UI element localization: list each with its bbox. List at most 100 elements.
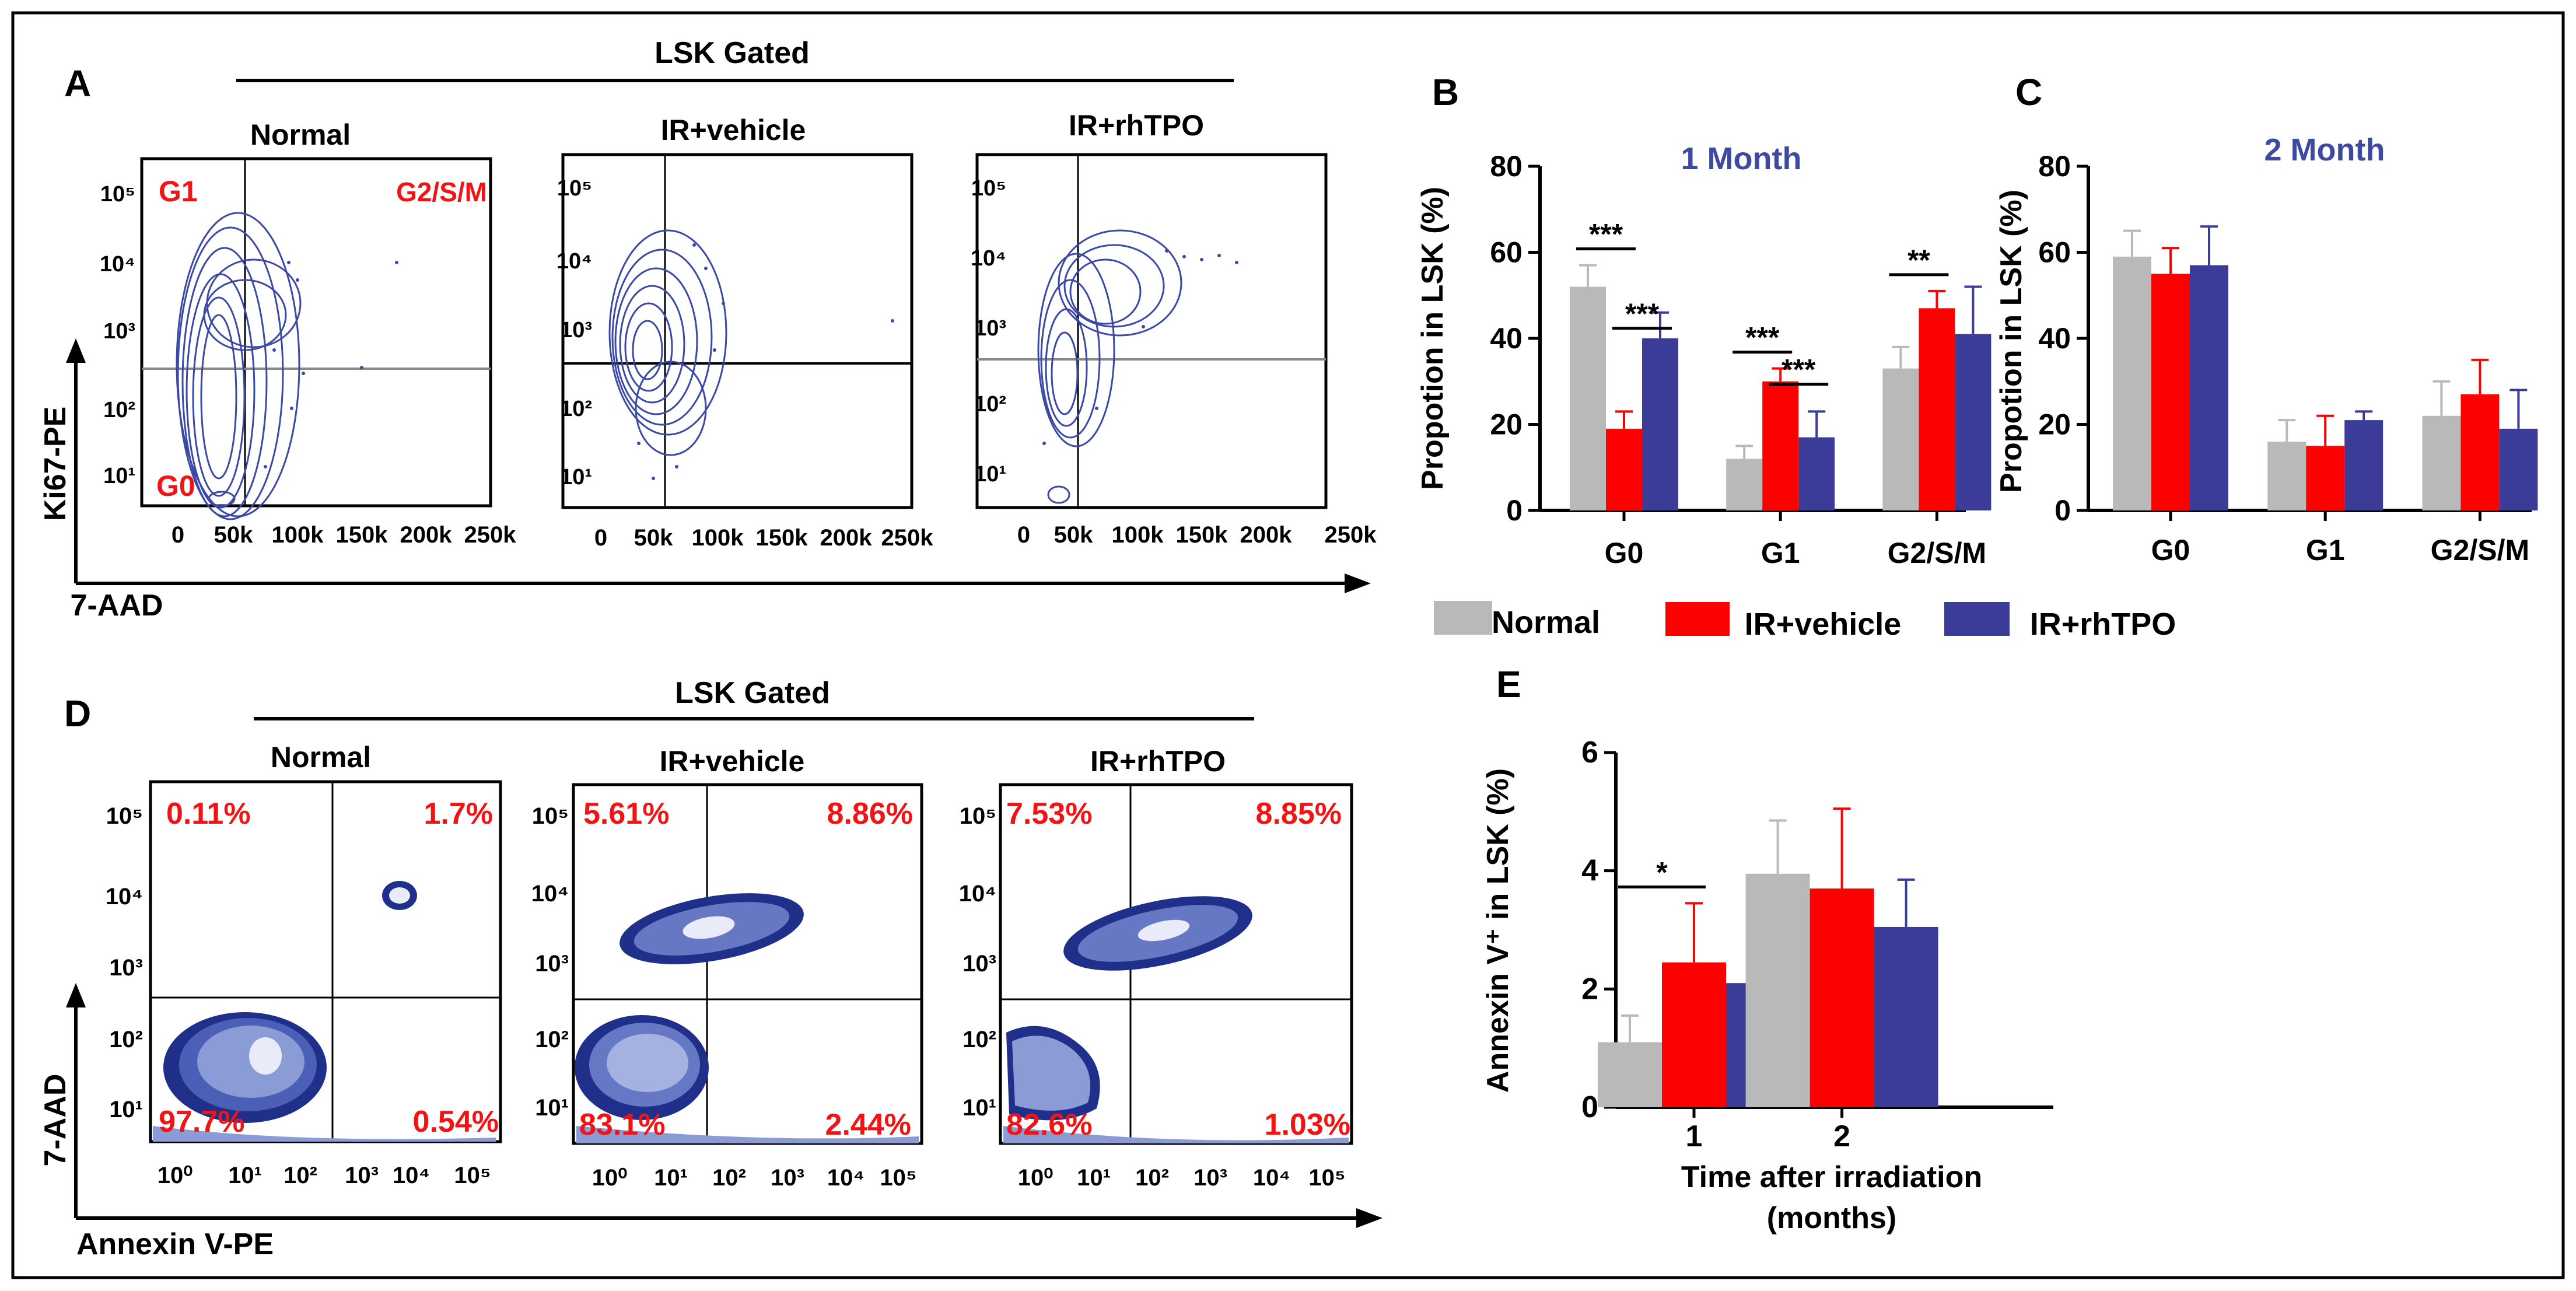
- bar-rhtpo: [2190, 265, 2228, 510]
- bar-normal: [2267, 442, 2306, 510]
- svg-text:10²: 10²: [284, 1163, 317, 1188]
- y-tick-label: 0: [1506, 494, 1522, 527]
- svg-text:10³: 10³: [109, 955, 143, 981]
- annexin-density-vehicle: [575, 893, 919, 1143]
- y-tick-labels: 10⁵ 10⁴ 10³ 10² 10¹: [100, 182, 135, 488]
- significance-label: ***: [1589, 218, 1623, 251]
- quadrant-percentages: 0.11% 1.7% 97.7% 0.54%: [159, 797, 499, 1139]
- panel-e-letter: E: [1496, 663, 1521, 705]
- x-category-label: G1: [1761, 537, 1800, 569]
- y-tick-label: 80: [2038, 150, 2071, 183]
- svg-text:10⁵: 10⁵: [106, 803, 143, 829]
- svg-text:250k: 250k: [1325, 522, 1377, 548]
- x-tick-labels: 0 50k 100k 150k 200k 250k: [594, 525, 933, 551]
- svg-text:10²: 10²: [109, 1027, 143, 1052]
- svg-text:100k: 100k: [1112, 522, 1164, 548]
- x-tick-labels: 10⁰ 10¹ 10² 10³ 10⁴ 10⁵: [1018, 1165, 1346, 1191]
- panel-a-gate-label: LSK Gated: [654, 36, 810, 70]
- svg-text:10⁴: 10⁴: [971, 246, 1006, 271]
- svg-text:5.61%: 5.61%: [583, 797, 669, 831]
- x-category-label: 1: [1686, 1119, 1703, 1153]
- svg-text:97.7%: 97.7%: [159, 1105, 244, 1139]
- svg-text:150k: 150k: [1176, 522, 1228, 548]
- y-tick-label: 40: [1490, 322, 1522, 355]
- y-tick-label: 20: [2038, 408, 2071, 441]
- svg-text:200k: 200k: [820, 525, 873, 551]
- y-tick-labels: 10⁵ 10⁴ 10³ 10² 10¹: [971, 176, 1006, 487]
- svg-text:10¹: 10¹: [654, 1165, 688, 1191]
- svg-text:10³: 10³: [771, 1165, 804, 1191]
- bar-normal: [1882, 368, 1919, 510]
- legend-swatch-rhtpo: [1944, 602, 2010, 636]
- x-category-label: G0: [1605, 537, 1644, 569]
- svg-text:10⁵: 10⁵: [880, 1165, 916, 1191]
- panel-d-x-arrowhead: [1356, 1208, 1382, 1228]
- y-tick-label: 60: [1490, 236, 1522, 269]
- svg-text:10²: 10²: [535, 1027, 569, 1052]
- svg-text:8.86%: 8.86%: [827, 797, 913, 831]
- y-tick-labels: 10⁵ 10⁴ 10³ 10² 10¹: [106, 803, 143, 1122]
- legend-swatch-normal: [1434, 601, 1492, 635]
- significance-label: ***: [1625, 298, 1660, 330]
- x-tick-labels: 0 50k 100k 150k 200k 250k: [1017, 522, 1377, 548]
- y-tick-label: 20: [1490, 408, 1522, 441]
- y-tick-label: 80: [1490, 150, 1522, 183]
- svg-text:10⁴: 10⁴: [531, 881, 569, 907]
- significance-label: ***: [1745, 321, 1780, 354]
- svg-text:10⁰: 10⁰: [1018, 1165, 1054, 1191]
- panel-a: A LSK Gated Ki67-PE 7-AAD Normal G1 G2/S…: [38, 36, 1377, 622]
- svg-text:10³: 10³: [560, 318, 592, 342]
- annexin-plot-title-vehicle: IR+vehicle: [660, 745, 805, 778]
- svg-text:10¹: 10¹: [228, 1163, 262, 1188]
- svg-text:0.11%: 0.11%: [166, 797, 251, 831]
- ki67-dots-vehicle: [637, 243, 894, 480]
- flow-plot-frame: [561, 153, 914, 509]
- chart-title: 2 Month: [2264, 132, 2385, 167]
- svg-text:10²: 10²: [712, 1165, 746, 1191]
- svg-text:10⁴: 10⁴: [959, 881, 996, 907]
- bar-normal: [1570, 286, 1606, 510]
- panel-a-y-arrowhead: [66, 338, 86, 363]
- svg-text:10³: 10³: [1194, 1165, 1227, 1191]
- quadrant-percentages: 5.61% 8.86% 83.1% 2.44%: [579, 797, 913, 1142]
- figure-border: [11, 11, 2565, 1279]
- quadrant-percentages: 7.53% 8.85% 82.6% 1.03%: [1006, 797, 1350, 1142]
- svg-text:10²: 10²: [560, 397, 592, 421]
- bar-vehicle: [1606, 428, 1642, 510]
- svg-text:10³: 10³: [103, 319, 135, 344]
- svg-text:8.85%: 8.85%: [1256, 797, 1342, 831]
- quadrant-label-g1: G1: [159, 175, 198, 208]
- svg-text:10¹: 10¹: [560, 465, 592, 489]
- flow-plot-frame: [975, 153, 1328, 509]
- svg-text:10⁴: 10⁴: [393, 1163, 430, 1188]
- svg-text:10⁵: 10⁵: [960, 803, 996, 829]
- annexin-plot-title-normal: Normal: [271, 741, 371, 774]
- svg-text:10³: 10³: [345, 1163, 379, 1188]
- chart-c: 2 Month Propotion in LSK (%) 0 20 40 60 80 G0 G1…: [1994, 132, 2538, 566]
- svg-text:50k: 50k: [214, 522, 253, 548]
- ki67-dots-normal: [264, 261, 398, 468]
- svg-text:10²: 10²: [963, 1027, 996, 1052]
- flow-plot-title-normal: Normal: [250, 118, 351, 151]
- panel-d-letter: D: [64, 692, 91, 734]
- svg-text:10¹: 10¹: [963, 1095, 996, 1121]
- bar-normal: [1745, 873, 1810, 1107]
- svg-text:82.6%: 82.6%: [1006, 1108, 1092, 1142]
- ki67-dots-rhtpo: [1042, 249, 1238, 445]
- svg-text:0.54%: 0.54%: [413, 1105, 499, 1139]
- svg-text:1.03%: 1.03%: [1265, 1108, 1350, 1142]
- panel-b-letter: B: [1432, 71, 1459, 113]
- bar-normal: [1598, 1042, 1662, 1107]
- x-tick-labels: 10⁰ 10¹ 10² 10³ 10⁴ 10⁵: [158, 1163, 491, 1188]
- bar-normal: [2113, 256, 2151, 510]
- quadrant-label-g0: G0: [156, 470, 195, 502]
- y-axis-label: Annexin V⁺ in LSK (%): [1481, 768, 1515, 1093]
- svg-text:10¹: 10¹: [1077, 1165, 1111, 1191]
- svg-text:10³: 10³: [974, 316, 1006, 341]
- bar-rhtpo: [1798, 437, 1835, 510]
- bar-vehicle: [1762, 381, 1799, 510]
- y-tick-labels: 10⁵ 10⁴ 10³ 10² 10¹: [556, 176, 592, 489]
- bar-vehicle: [2306, 446, 2345, 510]
- svg-text:10²: 10²: [103, 398, 135, 422]
- svg-text:200k: 200k: [1240, 522, 1293, 548]
